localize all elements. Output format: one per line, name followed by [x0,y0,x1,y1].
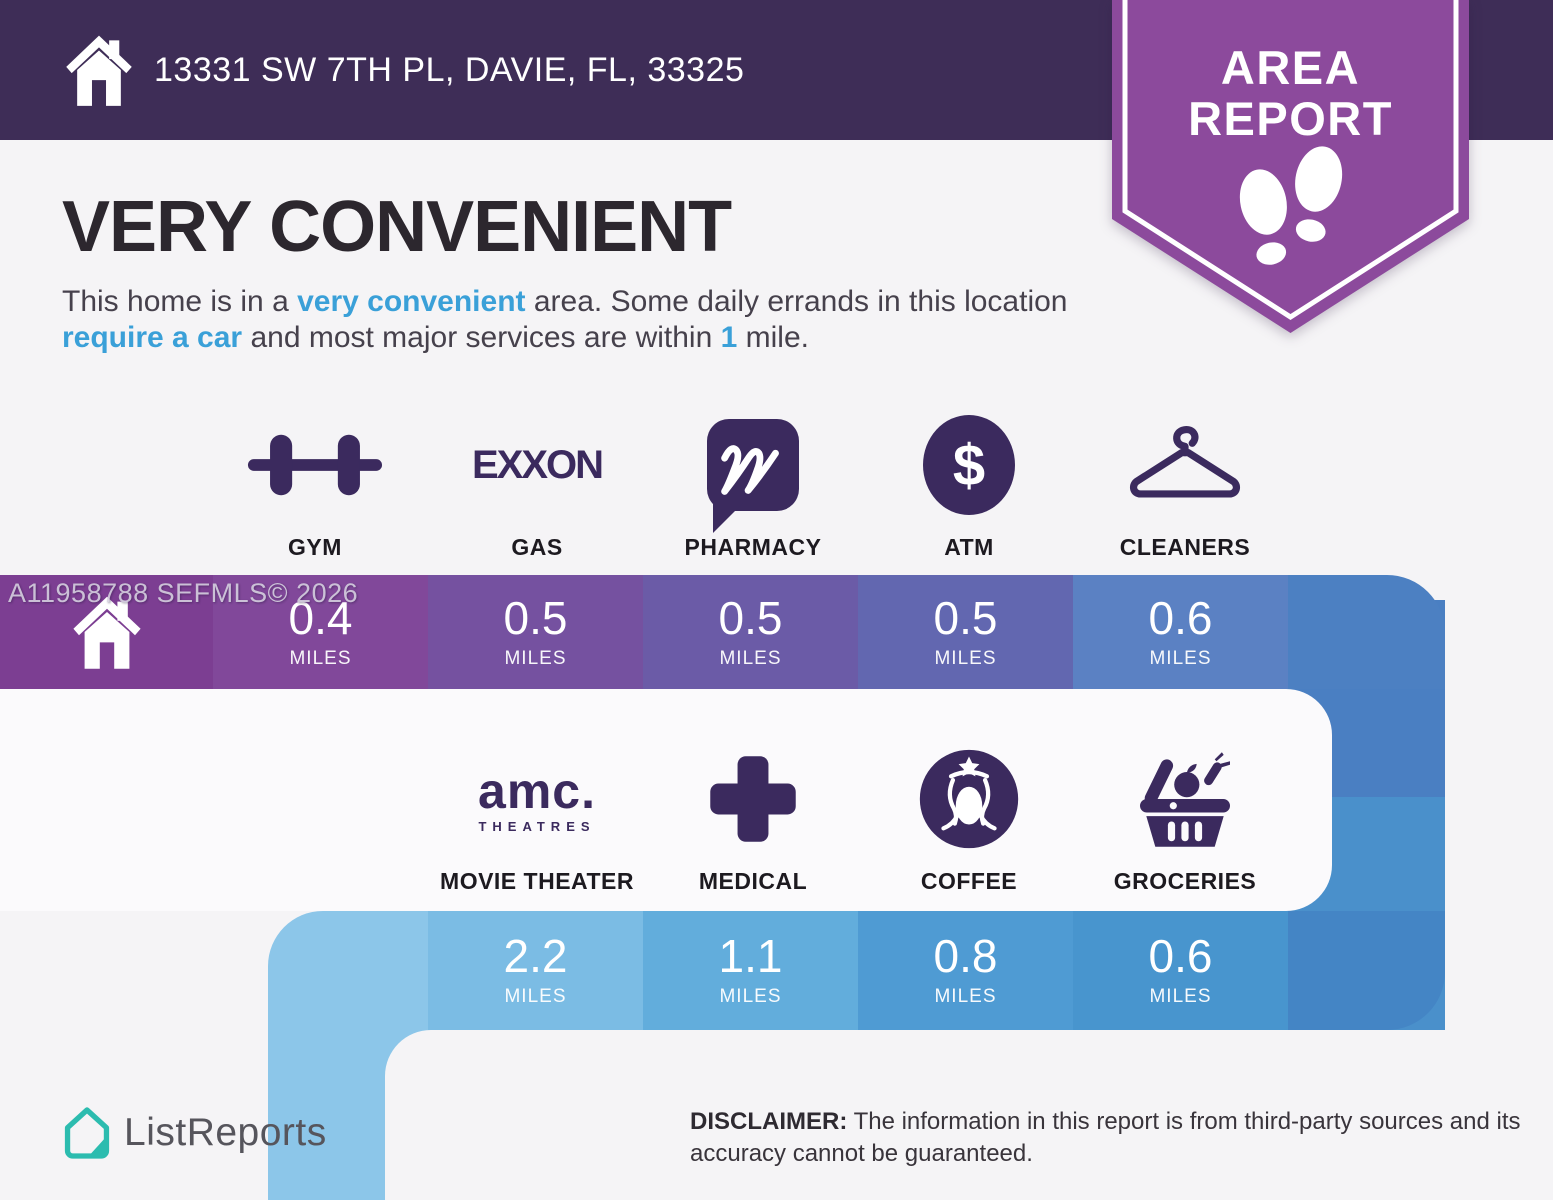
distance-value: 0.8 [933,930,998,982]
amenity-cleaners: CLEANERS [1077,406,1293,561]
footprints-icon [1239,146,1343,265]
amenity-label: GROCERIES [1113,868,1257,894]
listreports-logo-icon [64,1107,110,1159]
distance-value: 0.5 [503,591,568,644]
page-title: VERY CONVENIENT [62,187,732,267]
distance-segment-groceries: 0.6 MILES [1073,911,1288,1030]
distance-value: 0.6 [1148,591,1213,644]
distance-value: 0.5 [933,591,998,644]
summary-part: and most major services are within [242,321,721,354]
amenity-label: ATM [944,534,994,560]
bottom-card [385,1030,1553,1200]
distance-value: 2.2 [503,930,568,982]
amenity-label: GAS [511,534,563,560]
distance-value: 0.6 [1148,930,1213,982]
home-icon [66,35,132,106]
distance-segment-cleaners: 0.6 MILES [1073,575,1288,689]
brand-name: ListReports [124,1111,327,1154]
badge-line2: REPORT [1188,92,1393,145]
distance-value: 0.5 [718,591,783,644]
distance-unit: MILES [289,647,352,669]
badge-line1: AREA [1220,41,1361,94]
amc-logo: amc. THEATRES [478,766,596,833]
distance-unit: MILES [504,647,567,669]
disclaimer-text: The information in this report is from t… [690,1108,1521,1167]
home-icon [72,596,141,669]
amenity-label: CLEANERS [1119,534,1251,560]
middle-icons-card [0,689,1332,911]
summary-text: This home is in a very convenient area. … [62,284,1107,356]
distance-unit: MILES [934,647,997,669]
distance-segment-movie-theater: 2.2 MILES [428,911,643,1030]
distance-value: 1.1 [718,930,783,982]
summary-highlight: require a car [62,321,243,354]
distance-segment-medical: 1.1 MILES [643,911,858,1030]
grocery-basket-icon [1140,752,1230,847]
summary-part: area. Some daily errands in this locatio… [525,285,1068,318]
bar-cap-segment [268,911,428,1030]
exxon-logo: EXXON [471,442,604,487]
area-report-badge: AREA REPORT [1112,0,1469,340]
amenity-gas: EXXON GAS [429,406,645,561]
amenity-pharmacy: PHARMACY [645,406,861,561]
summary-highlight: very convenient [297,285,526,318]
distance-value: 0.4 [288,591,353,644]
bar-connector-segment [1288,911,1445,1030]
amc-logo-subtext: THEATRES [478,818,596,834]
amc-logo-text: amc. [478,762,596,819]
dollar-atm-icon: $ [923,415,1015,515]
walgreens-logo [707,419,799,533]
property-address: 13331 SW 7TH PL, DAVIE, FL, 33325 [154,50,745,89]
distance-bar-row2: 2.2 MILES 1.1 MILES 0.8 MILES 0.6 MILES [268,911,1445,1030]
medical-cross-icon [710,756,796,842]
amenity-label: PHARMACY [684,534,822,560]
summary-part: mile. [737,321,809,354]
summary-part: This home is in a [62,285,298,318]
amenity-atm: $ ATM [861,406,1077,561]
bar-connector-segment [1288,575,1445,689]
amenity-medical: MEDICAL [645,740,861,895]
amenity-label: MOVIE THEATER [440,868,634,894]
amenity-movie-theater: amc. THEATRES MOVIE THEATER [429,740,645,895]
distance-bar-row1: 0.4 MILES 0.5 MILES 0.5 MILES 0.5 MILES … [0,575,1445,689]
distance-segment-pharmacy: 0.5 MILES [643,575,858,689]
distance-segment-gym: 0.4 MILES [213,575,428,689]
bar-home-icon-wrap [0,575,213,689]
distance-segment-gas: 0.5 MILES [428,575,643,689]
hanger-icon [1129,425,1241,498]
listreports-logo: ListReports [64,1106,327,1160]
amenity-groceries: GROCERIES [1077,740,1293,895]
dumbbell-icon [247,434,383,496]
badge-ribbon [1112,0,1469,333]
distance-unit: MILES [719,986,782,1007]
amenity-gym: GYM [207,406,423,561]
distance-unit: MILES [1149,986,1212,1007]
distance-segment-atm: 0.5 MILES [858,575,1073,689]
distance-unit: MILES [504,986,567,1007]
disclaimer-label: DISCLAIMER: [690,1108,848,1135]
amenity-label: MEDICAL [698,868,808,894]
disclaimer: DISCLAIMER: The information in this repo… [690,1106,1530,1170]
amenity-coffee: COFFEE [861,740,1077,895]
script-w-icon [721,445,779,495]
summary-highlight: 1 [720,321,738,354]
amenity-label: COFFEE [920,868,1018,894]
distance-unit: MILES [719,647,782,669]
amenity-label: GYM [288,534,342,560]
starbucks-logo [919,749,1019,849]
mls-watermark: A11958788 SEFMLS© 2026 [8,578,359,608]
distance-segment-coffee: 0.8 MILES [858,911,1073,1030]
distance-unit: MILES [934,986,997,1007]
distance-unit: MILES [1149,647,1212,669]
